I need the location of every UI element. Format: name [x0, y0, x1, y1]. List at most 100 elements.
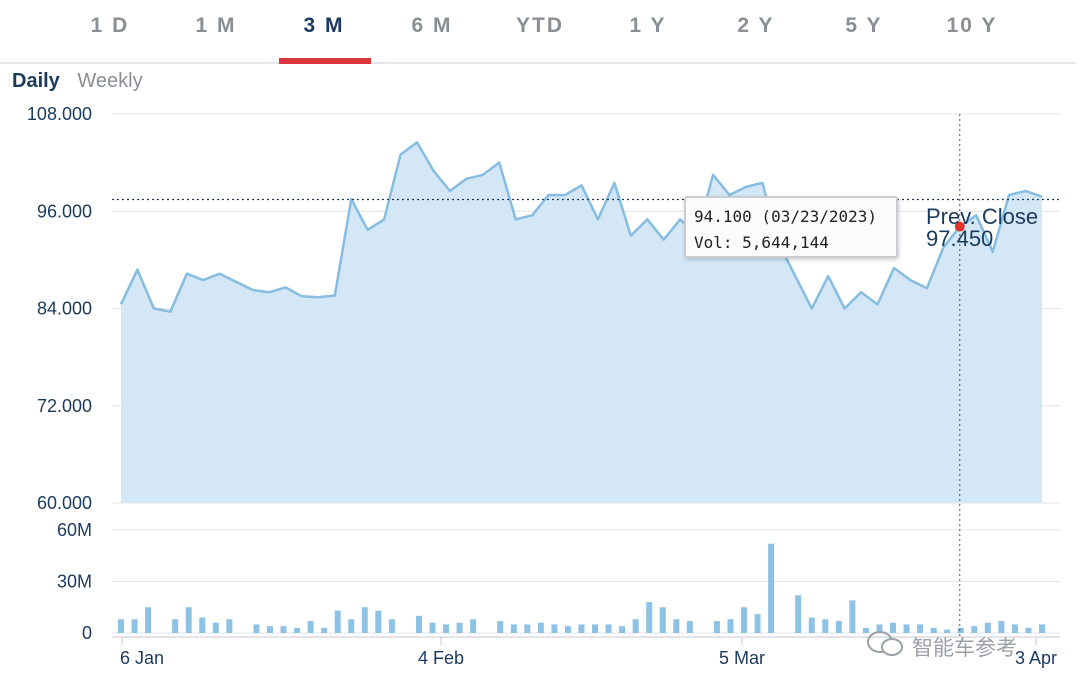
tab-3m[interactable]: 3 M [303, 14, 345, 37]
volume-bar [592, 624, 599, 633]
tab-1d[interactable]: 1 D [90, 14, 130, 37]
prev-close-label: Prev. Close 97.450 [926, 206, 1038, 250]
volume-bar [903, 624, 910, 633]
volume-bar [754, 614, 761, 633]
volume-bar [1011, 624, 1018, 633]
volume-bar [673, 619, 680, 633]
tab-1m[interactable]: 1 M [195, 14, 237, 37]
volume-bar [619, 626, 626, 633]
volume-bar [605, 624, 612, 633]
volume-bar [118, 619, 124, 633]
volume-bar [890, 622, 897, 633]
volume-bar [226, 619, 233, 633]
volume-bar [944, 629, 951, 633]
price-tick-label: 60.000 [37, 493, 92, 513]
price-tick-label: 108.000 [27, 104, 92, 124]
axis-labels: 108.000 96.000 84.000 72.000 60.000 60M 30M 0 6 … [27, 104, 1057, 668]
price-line [119, 141, 1043, 313]
volume-bar [741, 607, 748, 633]
volume-bar [361, 607, 368, 633]
volume-bar [524, 624, 531, 633]
volume-bar [294, 627, 301, 633]
volume-bar [456, 622, 463, 633]
volume-bar [998, 620, 1005, 633]
price-tick-label: 72.000 [37, 396, 92, 416]
range-tabs: 1 D 1 M 3 M 6 M YTD 1 Y 2 Y 5 Y 10 Y [0, 0, 1076, 64]
volume-bar [185, 607, 192, 633]
x-tick-label: 4 Feb [418, 648, 464, 668]
price-tick-label: 96.000 [37, 201, 92, 221]
active-tab-indicator [279, 58, 371, 64]
volume-bar [564, 626, 571, 633]
price-area-fill [121, 142, 1042, 503]
volume-bar [334, 610, 341, 633]
volume-bar [686, 620, 693, 633]
weekly-toggle[interactable]: Weekly [77, 70, 143, 92]
x-tick-label: 5 Mar [719, 648, 765, 668]
volume-bars [118, 543, 1045, 633]
volume-bar [713, 620, 720, 633]
volume-bar [280, 626, 287, 633]
price-tick-label: 84.000 [37, 299, 92, 319]
volume-tick-label: 30M [57, 572, 92, 592]
volume-bar [307, 620, 314, 633]
wechat-icon [867, 631, 903, 656]
volume-tick-label: 60M [57, 520, 92, 540]
volume-bar [849, 600, 856, 633]
view-toggle: Daily Weekly [12, 70, 155, 93]
volume-bar [822, 619, 829, 633]
volume-bar [375, 610, 382, 633]
volume-bar [917, 624, 924, 633]
volume-bar [266, 626, 273, 633]
tooltip-volume: Vol: 5,644,144 [694, 233, 829, 252]
tooltip-price-date: 94.100 (03/23/2023) [694, 207, 878, 226]
volume-bar [930, 627, 937, 633]
tab-2y[interactable]: 2 Y [737, 14, 775, 37]
volume-bar [795, 595, 802, 633]
volume-bar [145, 607, 152, 633]
volume-bar [984, 622, 991, 633]
volume-bar [443, 624, 450, 633]
volume-bar [199, 617, 206, 633]
volume-bar [429, 622, 436, 633]
volume-bar [727, 619, 734, 633]
volume-bar [253, 624, 260, 633]
prev-close-value: 97.450 [926, 226, 994, 251]
volume-bar [1025, 627, 1032, 633]
volume-bar [131, 619, 138, 633]
volume-bar [808, 617, 815, 633]
x-tick-label: 3 Apr [1015, 648, 1057, 668]
volume-tick-label: 0 [82, 623, 92, 643]
volume-bar [957, 627, 964, 633]
volume-bar [348, 619, 355, 633]
tab-ytd[interactable]: YTD [516, 14, 564, 37]
hover-tooltip: 94.100 (03/23/2023) Vol: 5,644,144 [684, 196, 898, 258]
daily-toggle[interactable]: Daily [12, 70, 60, 92]
volume-bar [632, 619, 639, 633]
volume-bar [768, 543, 775, 633]
volume-bar [321, 627, 328, 633]
volume-bar [862, 627, 869, 633]
tab-1y[interactable]: 1 Y [629, 14, 667, 37]
volume-bar [172, 619, 179, 633]
volume-bar [497, 620, 504, 633]
chart-overlay [112, 114, 1060, 637]
tab-6m[interactable]: 6 M [411, 14, 453, 37]
volume-bar [537, 622, 544, 633]
volume-bar [835, 620, 842, 633]
volume-bar [388, 619, 395, 633]
x-tick-label: 6 Jan [120, 648, 164, 668]
volume-bar [551, 624, 558, 633]
tab-10y[interactable]: 10 Y [946, 14, 998, 37]
volume-bar [415, 615, 422, 633]
prev-close-title: Prev. Close [926, 204, 1039, 229]
volume-bar [659, 607, 666, 633]
hover-marker [954, 221, 965, 232]
watermark-text: 智能车参考 [912, 637, 1017, 660]
volume-bar [971, 626, 978, 633]
volume-bar [876, 624, 883, 633]
volume-bar [510, 624, 517, 633]
volume-bar [578, 624, 585, 633]
tab-5y[interactable]: 5 Y [845, 14, 883, 37]
